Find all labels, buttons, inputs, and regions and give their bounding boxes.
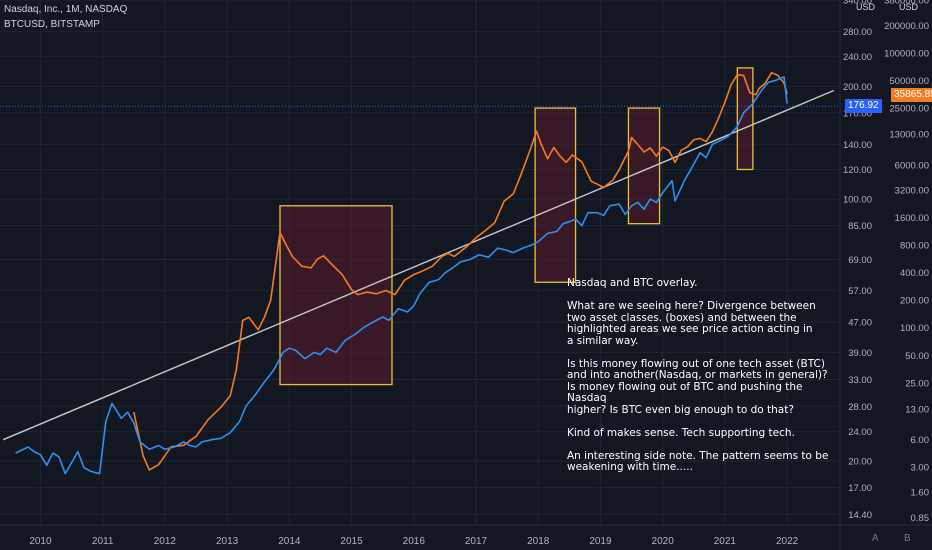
right-axis-tick-label: 13000.00 bbox=[889, 130, 929, 141]
annotation-paragraph: Kind of makes sense. Tech supporting tec… bbox=[567, 426, 837, 440]
left-axis-tick-label: 100.00 bbox=[843, 195, 872, 206]
annotation-line: Nasdaq and BTC overlay. bbox=[567, 277, 698, 289]
right-axis-tick-label: 400.00 bbox=[900, 268, 929, 279]
x-tick-label: 2018 bbox=[527, 536, 550, 547]
trendline bbox=[2, 89, 835, 441]
x-tick-label: 2012 bbox=[154, 536, 177, 547]
annotation-line: What are we seeing here? Divergence betw… bbox=[567, 300, 816, 312]
right-axis-tick-label: 800.00 bbox=[900, 241, 929, 252]
annotation-line: Is this money flowing out of one tech as… bbox=[567, 357, 825, 370]
right-axis-tick-label: 13.00 bbox=[905, 404, 929, 415]
x-tick-label: 2022 bbox=[776, 536, 799, 547]
x-tick-label: 2021 bbox=[714, 536, 737, 547]
left-axis-tick-label: 28.00 bbox=[848, 402, 872, 413]
annotation-line: two asset classes. (boxes) and between t… bbox=[567, 311, 797, 324]
right-axis-tick-label: 50000.00 bbox=[889, 76, 929, 87]
annotation-line: Kind of makes sense. Tech supporting tec… bbox=[567, 426, 795, 439]
left-axis-tick-label: 14.40 bbox=[848, 510, 872, 521]
right-axis-tick-label: 6.00 bbox=[911, 435, 930, 446]
left-axis-tick-label: 340.00 bbox=[843, 0, 872, 7]
right-axis-tick-label: 100.00 bbox=[900, 323, 929, 334]
log-scale-button[interactable]: B bbox=[904, 533, 911, 544]
x-tick-label: 2010 bbox=[29, 536, 52, 547]
annotation-paragraph: Nasdaq and BTC overlay. bbox=[567, 277, 837, 290]
left-axis-tick-label: 170.00 bbox=[843, 108, 872, 119]
highlight-box bbox=[736, 67, 754, 171]
nasdaq-series-line bbox=[15, 76, 788, 475]
right-axis-tick-label: 100000.00 bbox=[884, 49, 929, 60]
annotation-line: An interesting side note. The pattern se… bbox=[567, 449, 829, 462]
highlight-box bbox=[534, 107, 577, 283]
right-axis-tick-label: 380000.00 bbox=[884, 0, 929, 7]
right-axis-tick-label: 0.85 bbox=[911, 513, 930, 524]
left-axis-tick-label: 69.00 bbox=[848, 255, 872, 266]
annotation-text: Nasdaq and BTC overlay. What are we seein… bbox=[567, 277, 837, 485]
annotation-line: weakening with time..... bbox=[567, 461, 693, 473]
x-tick-label: 2017 bbox=[465, 536, 488, 547]
left-axis-tick-label: 120.00 bbox=[843, 165, 872, 176]
annotation-line: a similar way. bbox=[567, 334, 639, 347]
btc-price-tag: 35865.85 bbox=[891, 88, 932, 102]
right-axis-tick-label: 25000.00 bbox=[889, 104, 929, 115]
left-axis-tick-label: 140.00 bbox=[843, 140, 872, 151]
left-axis-tick-label: 33.00 bbox=[848, 375, 872, 386]
left-axis-tick-label: 47.00 bbox=[848, 318, 872, 329]
right-axis-tick-label: 1.60 bbox=[911, 488, 930, 499]
left-axis-tick-label: 24.00 bbox=[848, 427, 872, 438]
annotation-paragraph: What are we seeing here? Divergence betw… bbox=[567, 300, 837, 347]
left-axis-tick-label: 85.00 bbox=[848, 221, 872, 232]
left-axis-unit: USD bbox=[856, 2, 876, 12]
right-axis-tick-label: 50.00 bbox=[905, 351, 929, 362]
annotation-line: and into another(Nasdaq, or markets in g… bbox=[567, 369, 828, 381]
left-axis-tick-label: 280.00 bbox=[843, 27, 872, 38]
annotation-line: Is money flowing out of BTC and pushing … bbox=[567, 380, 803, 404]
x-tick-label: 2011 bbox=[92, 536, 114, 547]
right-axis-tick-label: 200000.00 bbox=[884, 21, 929, 32]
right-axis-tick-label: 200.00 bbox=[900, 296, 929, 307]
left-axis-tick-label: 240.00 bbox=[843, 52, 872, 63]
left-axis-tick-label: 200.00 bbox=[843, 82, 872, 93]
nasdaq-price-tag: 176.92 bbox=[845, 99, 882, 113]
annotation-paragraph: Is this money flowing out of one tech as… bbox=[567, 357, 837, 417]
btc-header-label: BTCUSD, BITSTAMP bbox=[4, 19, 100, 30]
annotation-line: higher? Is BTC even big enough to do tha… bbox=[567, 403, 794, 416]
highlight-box bbox=[279, 205, 393, 386]
right-axis-tick-label: 25.00 bbox=[905, 378, 929, 389]
x-tick-label: 2019 bbox=[589, 536, 612, 547]
left-axis-tick-label: 57.00 bbox=[848, 286, 872, 297]
auto-scale-button[interactable]: A bbox=[872, 533, 879, 544]
x-tick-label: 2015 bbox=[340, 536, 363, 547]
x-tick-label: 2020 bbox=[652, 536, 675, 547]
left-axis-tick-label: 20.00 bbox=[848, 457, 872, 468]
x-tick-label: 2013 bbox=[216, 536, 239, 547]
left-axis-tick-label: 39.00 bbox=[848, 348, 872, 359]
annotation-paragraph: An interesting side note. The pattern se… bbox=[567, 449, 837, 474]
btc-series-line bbox=[133, 71, 788, 471]
left-axis-tick-label: 17.00 bbox=[848, 483, 872, 494]
nasdaq-header-label: Nasdaq, Inc., 1M, NASDAQ bbox=[4, 4, 128, 15]
annotation-line: highlighted areas we see price action ac… bbox=[567, 323, 813, 335]
right-axis-tick-label: 3200.00 bbox=[895, 185, 929, 196]
right-axis-tick-label: 6000.00 bbox=[895, 160, 929, 171]
x-tick-label: 2016 bbox=[403, 536, 426, 547]
right-axis-unit: USD bbox=[899, 2, 919, 12]
right-axis-tick-label: 1600.00 bbox=[895, 213, 929, 224]
right-axis-tick-label: 3.00 bbox=[911, 463, 930, 474]
x-tick-label: 2014 bbox=[278, 536, 301, 547]
